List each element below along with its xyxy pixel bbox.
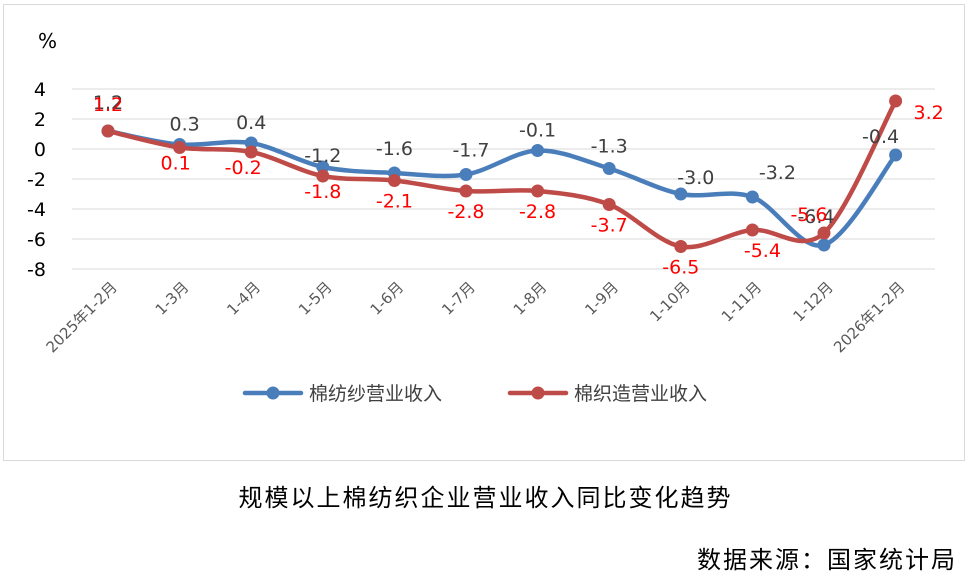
data-point — [459, 168, 473, 181]
data-label: -2.8 — [447, 201, 484, 223]
data-label: -1.7 — [452, 140, 489, 162]
x-tick-label: 1-12月 — [789, 278, 836, 325]
y-tick-label: -8 — [27, 259, 46, 281]
data-point — [531, 184, 545, 198]
data-point — [817, 238, 831, 252]
data-label: 0.3 — [169, 114, 199, 136]
data-point — [459, 184, 473, 198]
data-point — [316, 160, 330, 174]
data-label: -2.8 — [519, 201, 556, 223]
x-tick-label: 1-7月 — [438, 278, 479, 319]
x-tick-label: 2025年1-2月 — [43, 278, 121, 356]
x-tick-label: 1-3月 — [152, 278, 193, 319]
legend-label: 棉纺纱营业收入 — [309, 383, 442, 405]
data-point — [889, 148, 903, 162]
data-point — [531, 144, 545, 157]
data-point — [889, 94, 903, 108]
chart-frame — [3, 4, 965, 461]
data-label: -1.8 — [304, 181, 341, 203]
legend-swatch-marker — [531, 386, 545, 400]
y-tick-label: 0 — [34, 139, 46, 161]
data-label: -0.1 — [519, 120, 556, 142]
data-label: -0.2 — [225, 157, 262, 179]
legend-swatch-marker — [266, 386, 280, 400]
chart-caption-title: 规模以上棉纺织企业营业收入同比变化趋势 — [238, 484, 733, 512]
data-point — [602, 198, 616, 211]
x-tick-label: 1-10月 — [646, 278, 693, 325]
data-source-note: 数据来源：国家统计局 — [697, 546, 957, 574]
y-tick-label: 2 — [34, 109, 46, 131]
data-label: 0.4 — [236, 112, 266, 134]
data-label: 0.1 — [160, 153, 190, 175]
data-point — [674, 240, 688, 253]
x-tick-label: 1-11月 — [718, 278, 765, 325]
data-label: 1.2 — [93, 92, 123, 114]
x-tick-label: 1-8月 — [510, 278, 551, 319]
data-point — [745, 190, 759, 204]
data-point — [817, 226, 831, 240]
data-label: -5.4 — [744, 240, 781, 262]
data-label: -3.7 — [591, 215, 628, 237]
data-label: -6.4 — [797, 206, 834, 228]
y-axis-unit: % — [38, 29, 57, 53]
x-tick-label: 1-9月 — [581, 278, 622, 319]
data-label: -6.5 — [662, 257, 699, 279]
data-point — [173, 141, 187, 154]
data-point — [244, 145, 258, 159]
y-tick-label: 4 — [34, 79, 46, 101]
data-point — [674, 187, 688, 201]
data-point — [316, 169, 330, 183]
line-chart: 4 2 0 -2 -4 -6 -8% 2025年1-2月 1-3月 1-4月 1-5月 1-6月 1-7… — [27, 29, 944, 405]
data-label: -2.1 — [376, 191, 413, 213]
data-label: -3.2 — [759, 162, 796, 184]
data-label: -1.3 — [591, 136, 628, 158]
y-tick-label: -6 — [27, 229, 46, 251]
data-label: -1.6 — [376, 138, 413, 160]
data-point — [602, 162, 616, 175]
data-label: -0.4 — [862, 126, 899, 148]
data-label: -1.2 — [304, 145, 341, 167]
x-tick-label: 1-6月 — [367, 278, 408, 319]
x-tick-label: 1-4月 — [223, 278, 264, 319]
data-point — [101, 124, 115, 138]
y-tick-label: -4 — [27, 199, 46, 221]
x-tick-label: 1-5月 — [295, 278, 336, 319]
data-point — [244, 136, 258, 150]
data-label: 1.2 — [93, 94, 123, 116]
data-label: -5.6 — [790, 204, 827, 226]
data-point — [387, 174, 401, 187]
x-tick-label: 2026年1-2月 — [830, 278, 908, 356]
data-label: 3.2 — [913, 102, 943, 124]
data-point — [745, 223, 759, 237]
data-label: -3.0 — [677, 167, 714, 189]
legend-label: 棉织造营业收入 — [574, 383, 707, 405]
y-tick-label: -2 — [27, 169, 46, 191]
